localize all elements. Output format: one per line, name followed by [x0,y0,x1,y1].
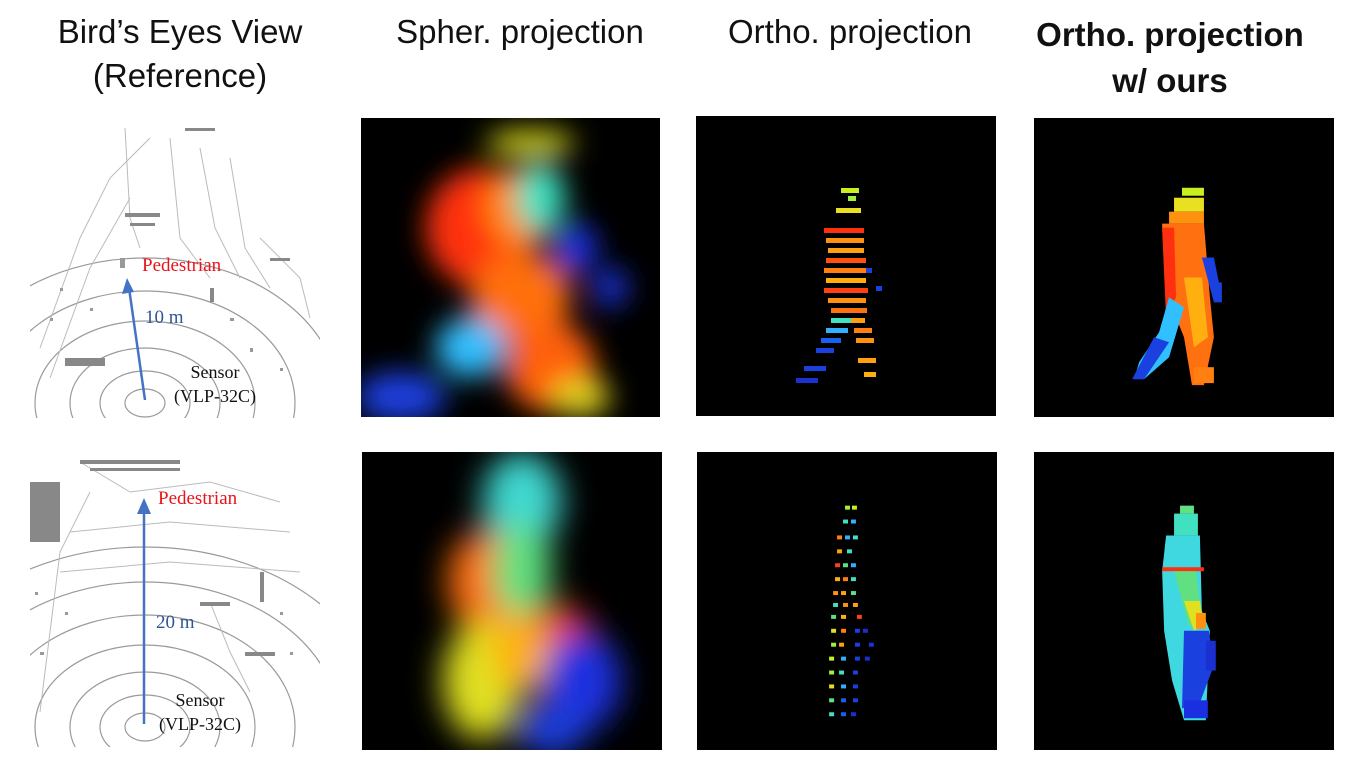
header-bev: Bird’s Eyes View (Reference) [30,10,330,98]
ortho-projection-ours-image-row1 [1034,118,1334,417]
sensor-label-row2: Sensor (VLP-32C) [145,688,255,736]
bev-image-row2 [30,452,320,747]
distance-label-row1: 10 m [145,307,184,328]
pedestrian-label-row1: Pedestrian [142,255,222,276]
spherical-projection-image-row1 [361,118,660,417]
ortho-projection-ours-image-row2 [1034,452,1334,750]
sensor-label-row2-line2: (VLP-32C) [159,714,241,734]
sensor-label-row1-line2: (VLP-32C) [174,386,256,406]
header-ortho-projection-ours: Ortho. projection w/ ours [1010,12,1330,104]
ortho-projection-image-row1 [696,116,996,416]
sensor-label-row1: Sensor (VLP-32C) [160,360,270,408]
header-ours-line2: w/ ours [1112,62,1228,99]
distance-label-row2: 20 m [156,612,195,633]
spherical-projection-image-row2 [362,452,662,750]
bev-image-row1 [30,118,320,418]
header-bev-line2: (Reference) [92,57,268,94]
ortho-projection-image-row2 [697,452,997,750]
header-spherical-projection: Spher. projection [396,13,644,50]
sensor-label-row2-line1: Sensor [175,690,225,710]
header-ortho-projection: Ortho. projection [728,13,972,50]
header-bev-line1: Bird’s Eyes View [57,13,303,50]
sensor-label-row1-line1: Sensor [190,362,240,382]
pedestrian-label-row2: Pedestrian [158,488,238,509]
header-ours-line1: Ortho. projection [1036,16,1304,53]
